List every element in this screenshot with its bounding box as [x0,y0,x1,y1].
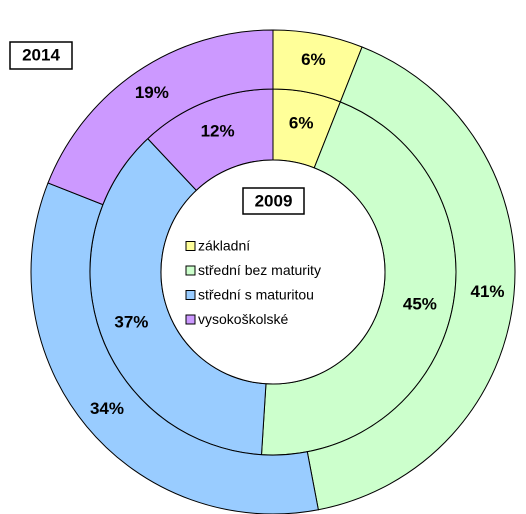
data-label: 41% [471,282,505,301]
rings [30,29,516,514]
legend-swatch [185,314,196,325]
data-label: 6% [301,50,326,69]
legend-swatch [185,241,196,251]
legend-label: vysokoškolské [198,311,288,327]
series-label: 2014 [22,45,60,64]
slice [30,182,319,514]
data-label: 6% [289,114,314,133]
series-box [9,41,73,70]
hole [160,159,386,385]
series-label: 2009 [255,191,293,210]
data-label: 19% [135,83,169,102]
legend-label: střední s maturitou [198,287,314,303]
legend-label: základní [198,238,250,254]
legend-swatch [185,265,196,276]
series-box [242,187,305,215]
data-label: 34% [90,399,124,418]
slice [47,29,274,206]
slice [306,46,516,511]
data-label: 12% [201,122,235,141]
legend-label: střední bez maturity [198,262,321,278]
data-label: 45% [403,294,437,313]
legend-swatch [185,290,196,300]
data-label: 37% [114,312,148,331]
